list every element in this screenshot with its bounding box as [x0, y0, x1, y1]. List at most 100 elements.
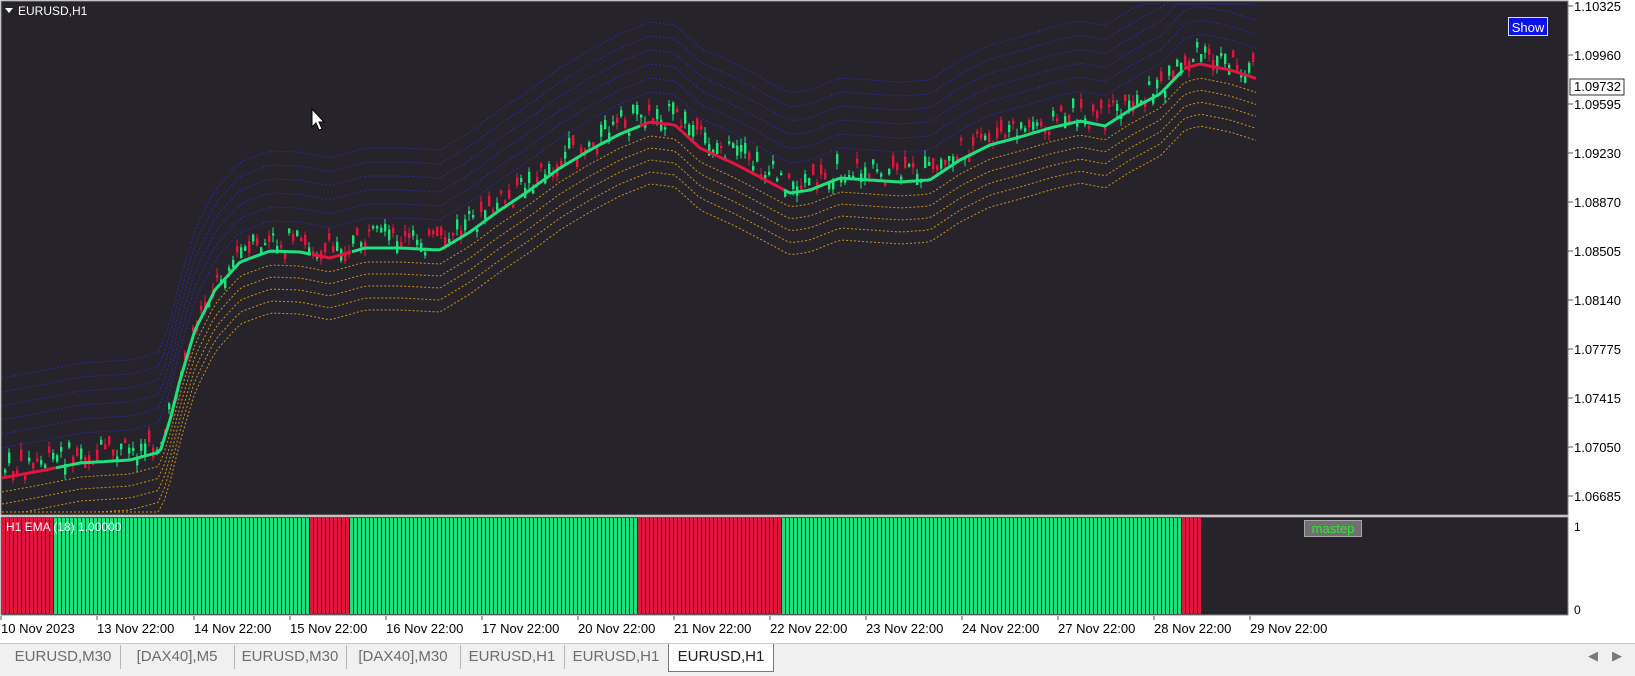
histogram-bar — [1194, 518, 1197, 614]
histogram-bar — [90, 518, 93, 614]
candle-body — [248, 241, 251, 253]
tab-dax40-m5[interactable]: [DAX40],M5 — [120, 645, 235, 669]
histogram-bar — [674, 518, 677, 614]
histogram-bar — [982, 518, 985, 614]
time-tick-label: 21 Nov 22:00 — [674, 621, 751, 636]
candle-body — [932, 157, 935, 169]
histogram-bar — [586, 518, 589, 614]
histogram-bar — [970, 518, 973, 614]
histogram-bar — [578, 518, 581, 614]
histogram-bar — [986, 518, 989, 614]
tab-eurusd-m30-2[interactable]: EURUSD,M30 — [234, 645, 347, 669]
candle-body — [88, 455, 91, 465]
histogram-bar — [486, 518, 489, 614]
ema-segment — [55, 249, 312, 470]
histogram-bar — [550, 518, 553, 614]
candle-body — [1028, 120, 1031, 128]
histogram-bar — [26, 518, 29, 614]
tab-scroll-right-icon[interactable]: ▶ — [1612, 648, 1622, 663]
candle-body — [860, 173, 863, 182]
histogram-bar — [334, 518, 337, 614]
histogram-bar — [358, 518, 361, 614]
histogram-bar — [1174, 518, 1177, 614]
histogram-bar — [94, 518, 97, 614]
candle-body — [536, 177, 539, 183]
tab-eurusd-h1-2[interactable]: EURUSD,H1 — [572, 648, 660, 665]
histogram-bar — [1054, 518, 1057, 614]
candle-body — [844, 179, 847, 183]
histogram-bar — [606, 518, 609, 614]
tab-eurusd-h1-active[interactable]: EURUSD,H1 — [668, 644, 774, 672]
histogram-bar — [122, 518, 125, 614]
show-button[interactable]: Show — [1508, 17, 1548, 36]
histogram-bar — [926, 518, 929, 614]
histogram-bar — [82, 518, 85, 614]
histogram-bar — [214, 518, 217, 614]
candle-body — [356, 228, 359, 236]
candle-body — [1244, 75, 1247, 83]
histogram-bar — [330, 518, 333, 614]
candle-body — [652, 118, 655, 124]
candle-body — [140, 443, 143, 451]
chart-canvas[interactable]: 1.10325 1.09960 1.09595 1.09230 1.08870 1.085… — [0, 0, 1635, 643]
histogram-bar — [890, 518, 893, 614]
candle-body — [16, 470, 19, 474]
histogram-bar — [314, 518, 317, 614]
histogram-bar — [902, 518, 905, 614]
chart-window[interactable]: 1.10325 1.09960 1.09595 1.09230 1.08870 1.085… — [0, 0, 1635, 643]
candle-body — [1200, 54, 1203, 62]
histogram-bar — [430, 518, 433, 614]
histogram-bar — [722, 518, 725, 614]
histogram-bar — [1066, 518, 1069, 614]
upper-band-line — [1, 3, 1256, 379]
candle-body — [692, 125, 695, 137]
histogram-bar — [390, 518, 393, 614]
histogram-bar — [1142, 518, 1145, 614]
candle-body — [1080, 99, 1083, 108]
histogram-bar — [650, 518, 653, 614]
candle-body — [592, 142, 595, 146]
histogram-bar — [766, 518, 769, 614]
candle-body — [424, 252, 427, 256]
candle-body — [1164, 90, 1167, 98]
histogram-bar — [1150, 518, 1153, 614]
histogram-bar — [770, 518, 773, 614]
price-panel[interactable] — [0, 0, 1569, 516]
histogram-bar — [1010, 518, 1013, 614]
candle-body — [1056, 118, 1059, 122]
candle-body — [612, 121, 615, 125]
histogram-bar — [778, 518, 781, 614]
histogram-bar — [478, 518, 481, 614]
histogram-bar — [690, 518, 693, 614]
histogram-bar — [98, 518, 101, 614]
histogram-bar — [438, 518, 441, 614]
histogram-bar — [166, 518, 169, 614]
histogram-bar — [266, 518, 269, 614]
histogram-bar — [446, 518, 449, 614]
histogram-bar — [458, 518, 461, 614]
candle-body — [112, 449, 115, 456]
tab-dax40-m30[interactable]: [DAX40],M30 — [346, 645, 461, 669]
histogram-bar — [782, 518, 785, 614]
tab-eurusd-m30-1[interactable]: EURUSD,M30 — [6, 645, 121, 669]
price-tick-label: 1.08870 — [1574, 195, 1621, 210]
histogram-bar — [1158, 518, 1161, 614]
chart-title[interactable]: EURUSD,H1 — [5, 4, 88, 18]
histogram-bar — [850, 518, 853, 614]
histogram-bar — [1122, 518, 1125, 614]
histogram-bar — [818, 518, 821, 614]
tab-scroll-left-icon[interactable]: ◀ — [1588, 648, 1598, 663]
candle-body — [1076, 123, 1079, 127]
candle-body — [1208, 48, 1211, 55]
tab-eurusd-h1-1[interactable]: EURUSD,H1 — [460, 645, 565, 669]
candle-body — [1096, 111, 1099, 119]
histogram-bar — [1102, 518, 1105, 614]
histogram-bar — [194, 518, 197, 614]
envelope-bands — [1, 3, 1257, 513]
histogram-bar — [318, 518, 321, 614]
current-price-label: 1.09732 — [1574, 79, 1621, 94]
histogram-bar — [758, 518, 761, 614]
histogram-bar — [38, 518, 41, 614]
histogram-bar — [1170, 518, 1173, 614]
histogram-bar — [534, 518, 537, 614]
